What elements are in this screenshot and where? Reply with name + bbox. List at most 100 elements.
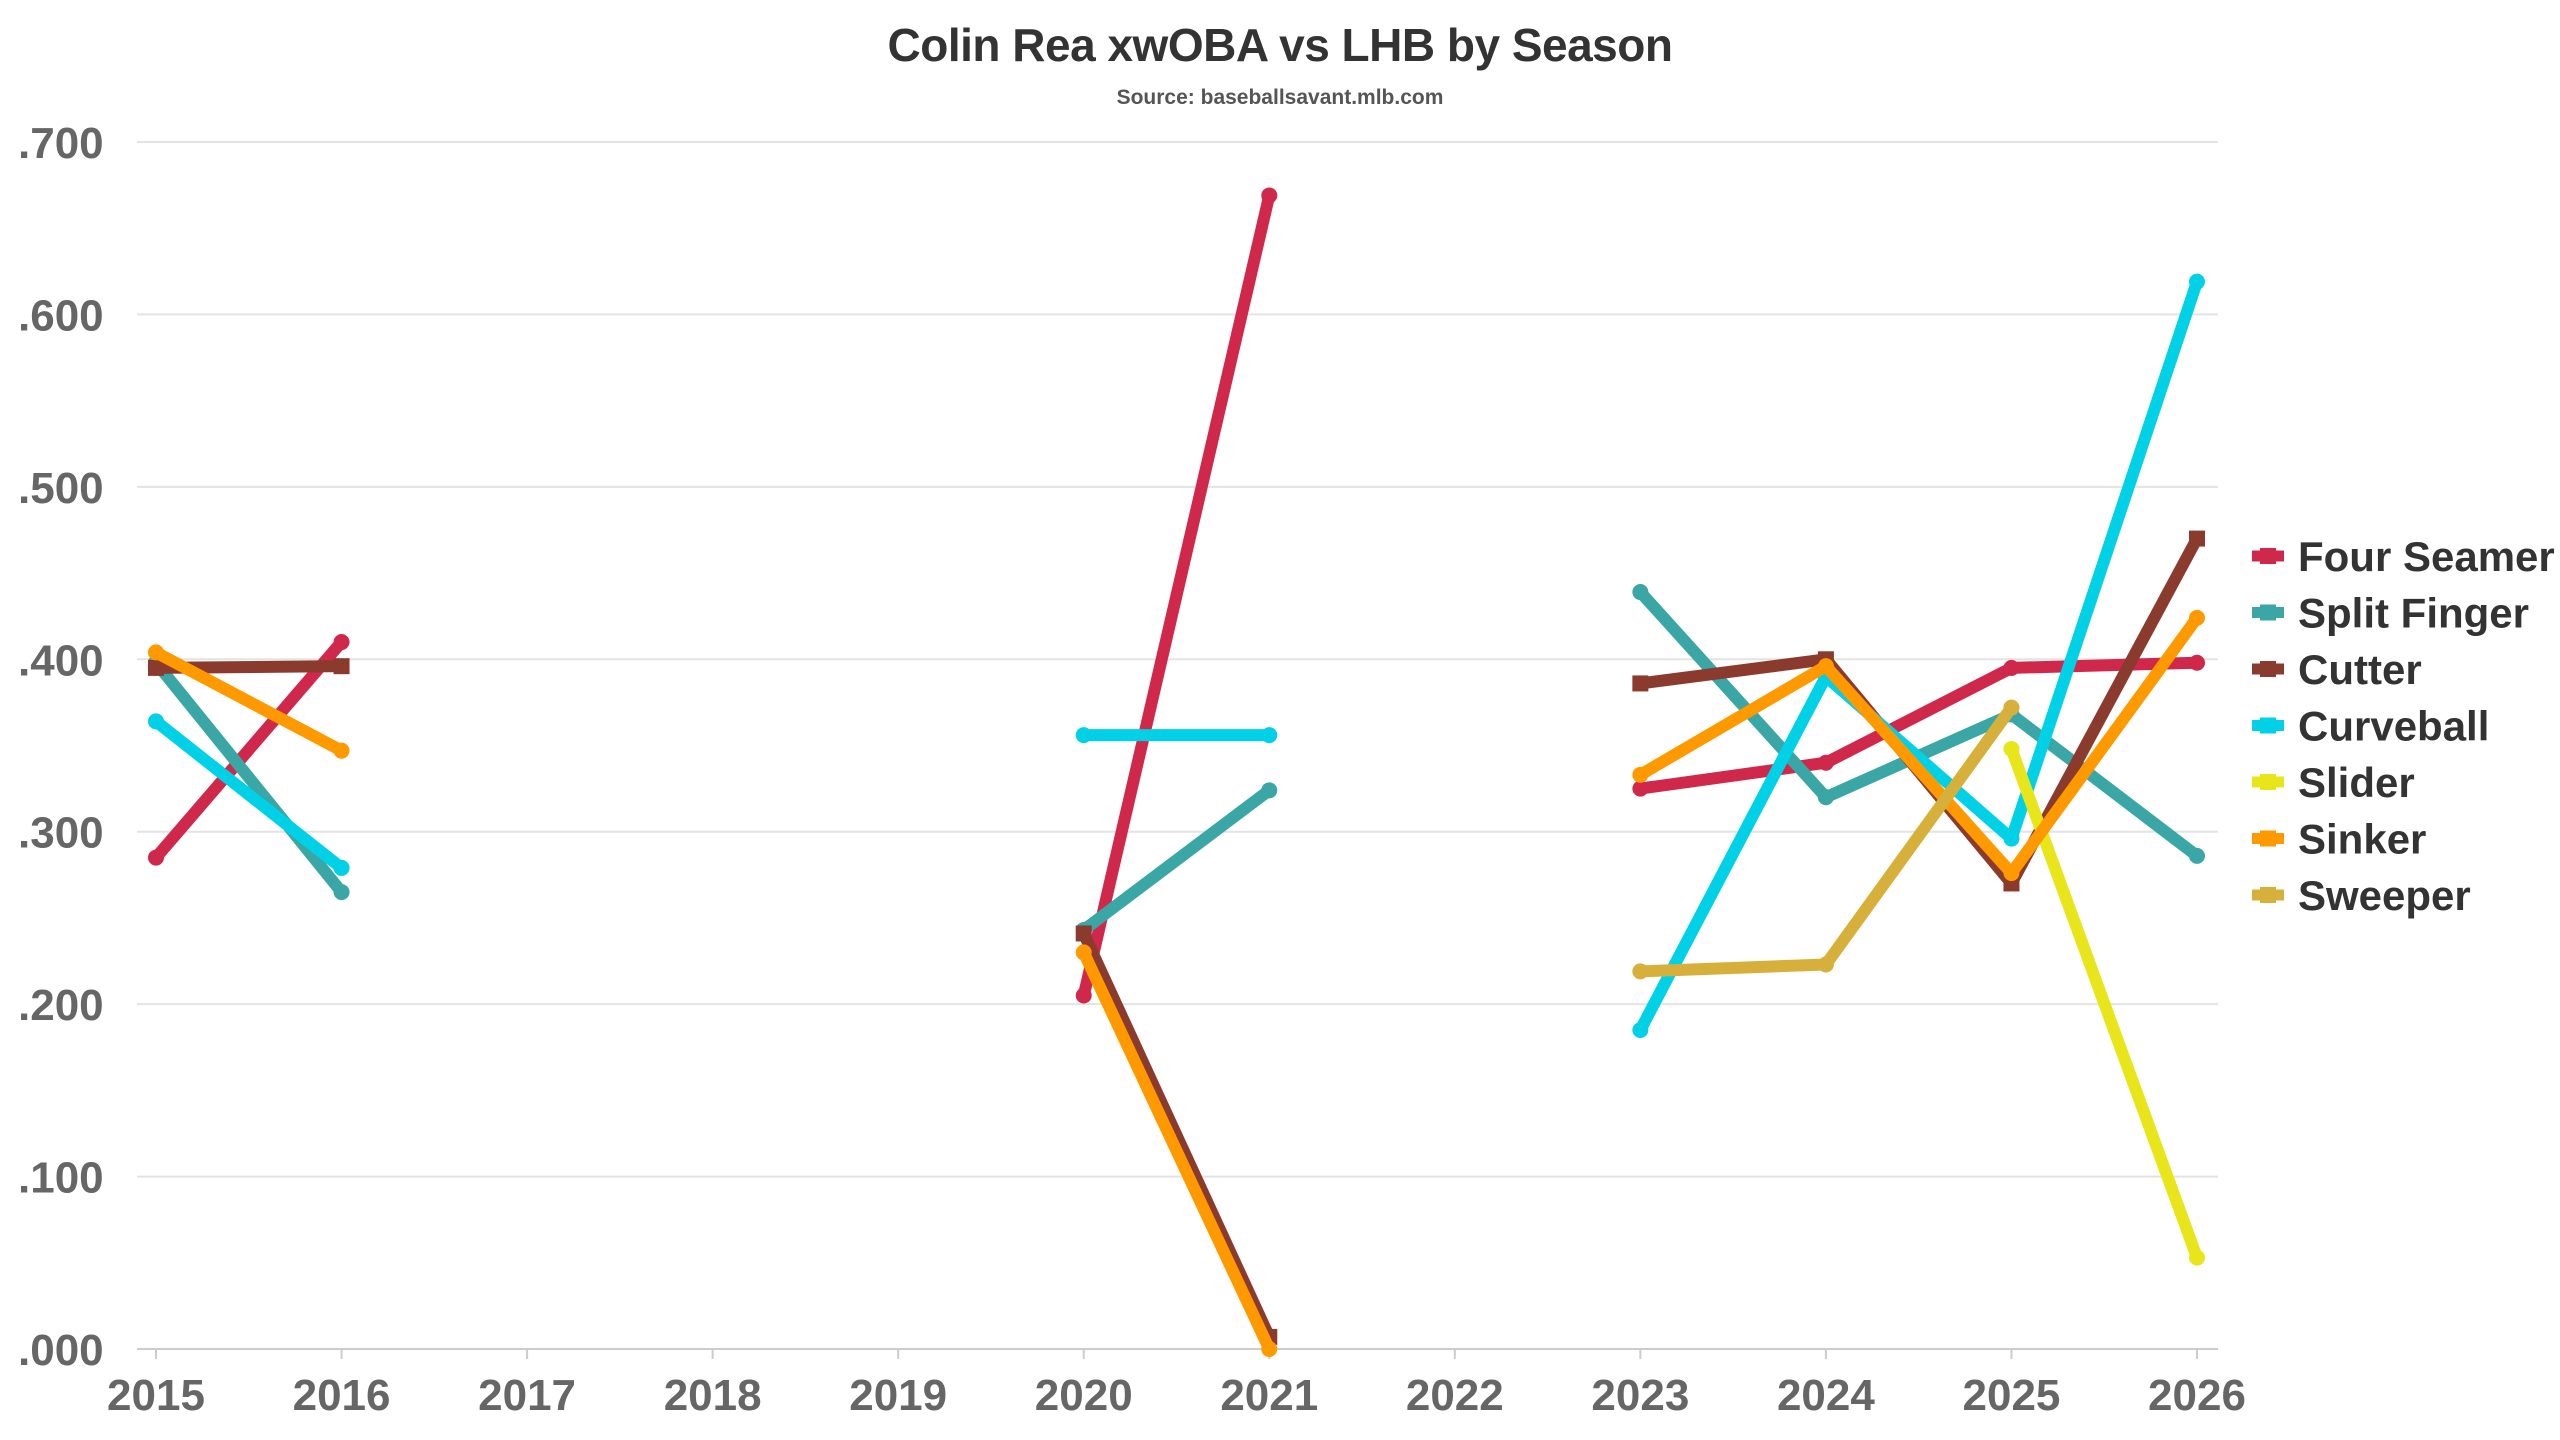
data-point: [1817, 956, 1834, 973]
legend-marker: [2260, 887, 2276, 903]
data-point: [1817, 658, 1834, 675]
data-point: [333, 884, 350, 901]
legend-marker: [2260, 548, 2276, 564]
data-point: [148, 713, 164, 730]
data-point: [1261, 782, 1278, 799]
data-point: [2003, 699, 2020, 716]
data-point: [1075, 925, 1092, 942]
x-tick-label: 2017: [478, 1371, 576, 1420]
data-point: [2003, 865, 2020, 882]
legend-item[interactable]: Sinker: [2252, 816, 2426, 863]
legend-label: Cutter: [2298, 646, 2422, 693]
data-point: [1261, 727, 1278, 744]
series-line: [1637, 614, 2202, 880]
data-point: [2189, 530, 2205, 547]
data-point: [1632, 780, 1649, 797]
chart-title: Colin Rea xwOBA vs LHB by Season: [887, 19, 1673, 71]
data-point: [148, 659, 164, 676]
x-tick-label: 2021: [1220, 1371, 1318, 1420]
x-tick-label: 2015: [107, 1371, 205, 1420]
series-split-finger: [148, 584, 2205, 938]
y-tick-label: .400: [18, 636, 104, 685]
data-point: [1632, 584, 1649, 601]
legend-label: Curveball: [2298, 703, 2489, 750]
y-tick-label: .300: [18, 809, 104, 858]
chart-subtitle: Source: baseballsavant.mlb.com: [1116, 86, 1444, 109]
x-tick-label: 2024: [1777, 1371, 1875, 1420]
data-point: [333, 742, 350, 759]
data-point: [1261, 187, 1278, 204]
x-tick-label: 2018: [664, 1371, 762, 1420]
data-point: [333, 859, 350, 876]
series-sweeper: [1632, 699, 2020, 980]
data-point: [148, 849, 164, 866]
data-point: [1075, 944, 1092, 961]
data-point: [1075, 727, 1092, 744]
data-point: [1632, 766, 1649, 783]
y-tick-label: .000: [18, 1326, 104, 1375]
data-point: [148, 644, 164, 661]
legend-item[interactable]: Curveball: [2252, 703, 2489, 750]
data-point: [1632, 1022, 1649, 1039]
legend-marker: [2260, 830, 2276, 847]
data-point: [2189, 654, 2205, 671]
data-point: [1632, 675, 1649, 692]
x-tick-label: 2025: [1963, 1371, 2061, 1420]
legend-label: Sweeper: [2298, 872, 2471, 919]
x-tick-label: 2022: [1406, 1371, 1504, 1420]
series-sinker: [148, 609, 2205, 1357]
legend-item[interactable]: Slider: [2252, 759, 2415, 806]
legend-item[interactable]: Split Finger: [2252, 590, 2529, 637]
legend-label: Four Seamer: [2298, 533, 2555, 580]
y-tick-label: .500: [18, 464, 104, 513]
series-line: [1080, 785, 1273, 935]
y-tick-label: .200: [18, 981, 104, 1030]
data-point: [2003, 830, 2020, 847]
y-axis: .000 .100 .200 .300 .400 .500 .600 .700: [18, 119, 104, 1375]
data-point: [2189, 273, 2205, 290]
series-four-seamer: [148, 187, 2205, 1004]
series-line: [151, 658, 347, 896]
data-point: [333, 658, 350, 675]
legend-label: Slider: [2298, 759, 2415, 806]
legend-item[interactable]: Four Seamer: [2252, 533, 2555, 580]
series-line: [1078, 949, 1275, 1352]
x-tick-label: 2026: [2148, 1371, 2246, 1420]
legend-marker: [2260, 661, 2276, 677]
data-point: [1261, 1341, 1278, 1357]
legend-item[interactable]: Sweeper: [2252, 872, 2471, 919]
data-point: [1632, 963, 1649, 980]
grid-layer: [137, 141, 2218, 1350]
x-tick-label: 2020: [1035, 1371, 1133, 1420]
legend-label: Sinker: [2298, 816, 2426, 863]
series-curveball: [148, 273, 2205, 1039]
data-point: [2189, 609, 2205, 626]
series-line: [1635, 279, 2203, 1033]
x-tick-label: 2023: [1591, 1371, 1689, 1420]
data-point: [2189, 847, 2205, 864]
x-tick-label: 2016: [293, 1371, 391, 1420]
data-point: [333, 634, 350, 651]
legend-marker: [2260, 604, 2276, 621]
legend-marker: [2260, 774, 2276, 790]
y-tick-label: .600: [18, 291, 104, 340]
x-tick-label: 2019: [849, 1371, 947, 1420]
x-axis: 2015 2016 2017 2018 2019 2020 2021 2022 2023 2024…: [107, 1349, 2246, 1420]
series-line: [1077, 194, 1276, 997]
legend-item[interactable]: Cutter: [2252, 646, 2422, 693]
series-line: [152, 716, 346, 873]
series-cutter: [148, 530, 2205, 1345]
y-tick-label: .100: [18, 1154, 104, 1203]
data-point: [2189, 1249, 2205, 1266]
data-point: [2003, 659, 2020, 676]
data-point: [1075, 987, 1092, 1004]
series-layer: [148, 187, 2205, 1357]
data-point: [1817, 789, 1834, 806]
y-tick-label: .700: [18, 119, 104, 168]
legend-marker: [2260, 717, 2276, 734]
data-point: [2003, 740, 2020, 757]
series-line: [153, 647, 345, 756]
legend-label: Split Finger: [2298, 590, 2529, 637]
